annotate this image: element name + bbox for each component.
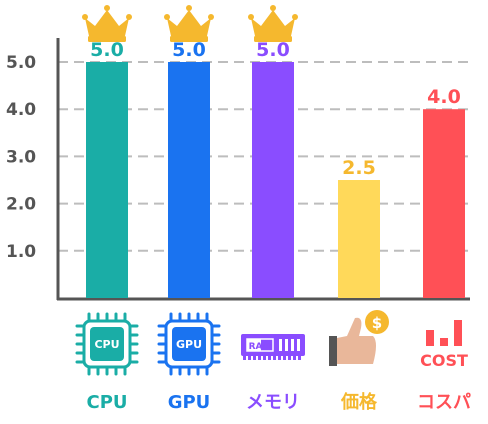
icon-text: GPU [176,338,202,351]
bar-3 [338,180,380,298]
icon-text: COST [420,351,468,370]
bars [86,62,465,298]
bar-0 [86,62,128,298]
crown-icon [82,5,132,42]
value-label: 5.0 [90,39,124,61]
y-tick-label: 3.0 [6,147,36,167]
y-tick-labels: 1.0 2.0 3.0 4.0 5.0 [6,53,36,262]
cost-bars-icon: COST [420,320,468,370]
value-label: 5.0 [256,39,290,61]
category-label: メモリ [246,392,300,413]
ram-module-icon: RAM [241,334,305,360]
value-label: 2.5 [342,157,376,179]
category-labels: CPU GPU メモリ 価格 コスパ [86,391,471,413]
gpu-chip-icon: GPU [157,312,221,376]
thumbs-up-coin-icon: $ [329,310,389,366]
value-labels: 5.0 5.0 5.0 2.5 4.0 [90,39,461,179]
icon-text: $ [372,314,382,332]
category-label: CPU [86,392,127,413]
value-label: 5.0 [172,39,206,61]
bar-1 [168,62,210,298]
crown-icon [248,5,298,42]
crown-icon [164,5,214,42]
category-label: GPU [168,392,211,413]
y-tick-label: 4.0 [6,100,36,120]
category-label: コスパ [417,392,471,413]
crowns [82,5,298,42]
bar-2 [252,62,294,298]
icon-text: CPU [94,338,119,351]
value-label: 4.0 [427,86,461,108]
cpu-chip-icon: CPU [75,312,139,376]
category-label: 価格 [340,391,378,413]
y-tick-label: 5.0 [6,53,36,73]
y-tick-label: 2.0 [6,195,36,215]
icon-text: RAM [249,342,272,352]
y-tick-label: 1.0 [6,242,36,262]
category-icons: CPU GPU RAM $ COST [75,310,468,376]
bar-4 [423,109,465,298]
